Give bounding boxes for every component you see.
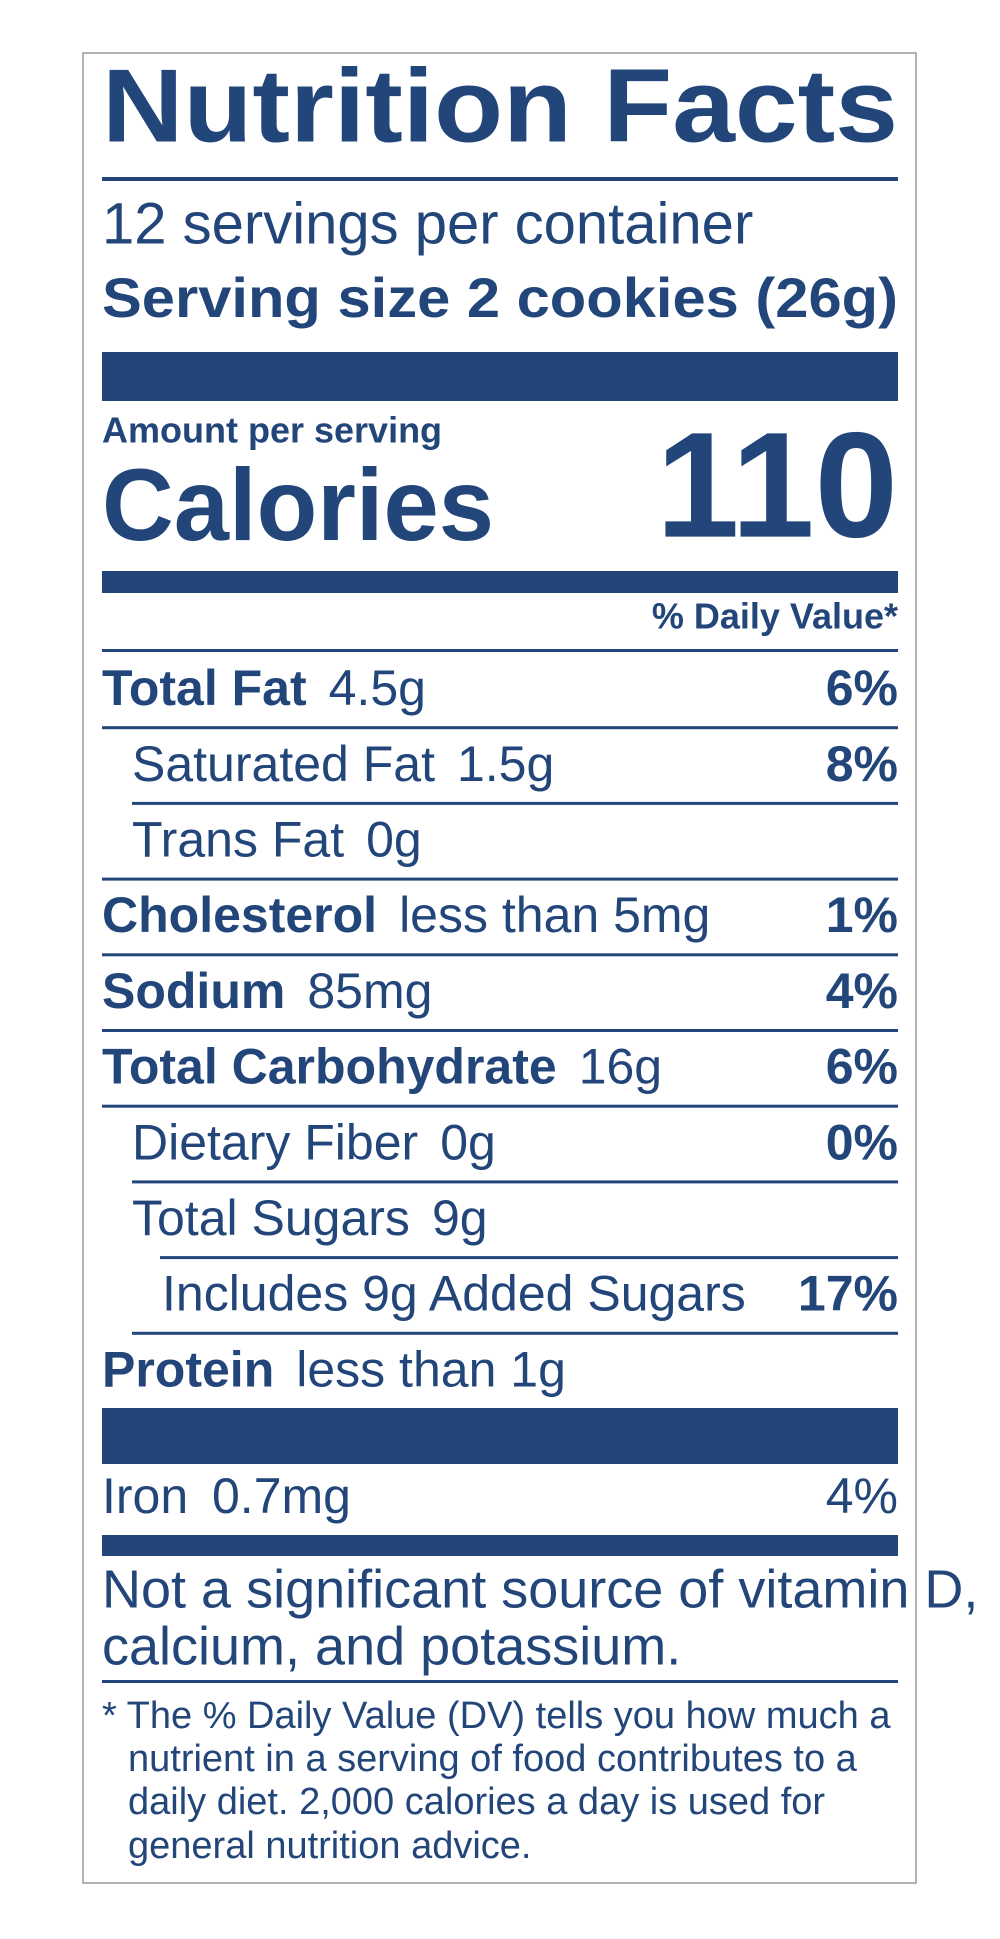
nutrient-name: Cholesterol	[102, 887, 377, 943]
nutrient-name: Total Fat	[102, 660, 307, 716]
nutrient-name: Includes 9g Added Sugars	[162, 1266, 746, 1322]
note-line: Not a significant source of vitamin D,	[102, 1559, 978, 1619]
nutrient-name: Saturated Fat	[132, 736, 435, 792]
rule	[132, 1180, 898, 1184]
nutrient-dv: 6%	[826, 660, 898, 716]
rule	[102, 726, 898, 730]
nutrient-rows: Total Fat 4.5g 6% Saturated Fat 1.5g 8% Trans …	[102, 660, 898, 1397]
nutrient-dv: 8%	[826, 736, 898, 792]
calories-value: 110	[656, 401, 898, 569]
servings: 12 servings per container	[102, 191, 753, 256]
rule	[102, 649, 898, 652]
thick-rule	[102, 571, 898, 593]
footnote-line: * The % Daily Value (DV) tells you how m…	[102, 1695, 891, 1737]
nutrient-amount: 1.5g	[457, 736, 554, 792]
nutrient-amount: less than 5mg	[399, 887, 710, 943]
nutrient-amount: less than 1g	[296, 1341, 566, 1397]
calories-label: Calories	[102, 448, 494, 562]
nutrient-name: Trans Fat	[132, 811, 344, 867]
thick-rule	[102, 1535, 898, 1556]
nutrient-name: Sodium	[102, 963, 285, 1019]
nutrient-dv: 1%	[826, 887, 898, 943]
title: Nutrition Facts	[102, 48, 898, 164]
iron-dv: 4%	[826, 1468, 898, 1524]
nutrient-amount: 0g	[366, 811, 422, 867]
nutrient-dv: 17%	[798, 1266, 898, 1322]
nutrient-name: Dietary Fiber	[132, 1114, 418, 1170]
thick-rule	[102, 352, 898, 401]
daily-value-header: % Daily Value*	[652, 596, 898, 637]
nutrient-amount: 16g	[579, 1039, 662, 1095]
iron-amount: 0.7mg	[212, 1468, 351, 1524]
nutrient-amount: 4.5g	[329, 660, 426, 716]
serving-size: Serving size 2 cookies (26g)	[102, 266, 898, 329]
rule	[132, 801, 898, 805]
note-line: calcium, and potassium.	[102, 1616, 681, 1676]
rule	[102, 953, 898, 957]
nutrient-dv: 6%	[826, 1039, 898, 1095]
rule	[132, 1331, 898, 1335]
footnote-line: general nutrition advice.	[128, 1825, 531, 1867]
rule	[160, 1256, 898, 1260]
nutrient-amount: 85mg	[307, 963, 432, 1019]
rule	[102, 1104, 898, 1108]
nutrient-dv: 0%	[826, 1114, 898, 1170]
nutrient-amount: 9g	[432, 1190, 488, 1246]
nutrient-name: Total Sugars	[132, 1190, 410, 1246]
nutrient-name: Protein	[102, 1341, 274, 1397]
rule	[102, 1029, 898, 1032]
rule	[102, 1680, 898, 1683]
thick-rule	[102, 1408, 898, 1464]
nutrient-amount: 0g	[440, 1114, 496, 1170]
footnote-line: nutrient in a serving of food contribute…	[128, 1738, 858, 1780]
nutrient-name: Total Carbohydrate	[102, 1039, 557, 1095]
iron-name: Iron	[102, 1468, 188, 1524]
amount-per-serving: Amount per serving	[102, 410, 442, 451]
nutrient-dv: 4%	[826, 963, 898, 1019]
rule	[102, 877, 898, 881]
rule	[102, 177, 898, 181]
footnote-line: daily diet. 2,000 calories a day is used…	[128, 1781, 825, 1823]
